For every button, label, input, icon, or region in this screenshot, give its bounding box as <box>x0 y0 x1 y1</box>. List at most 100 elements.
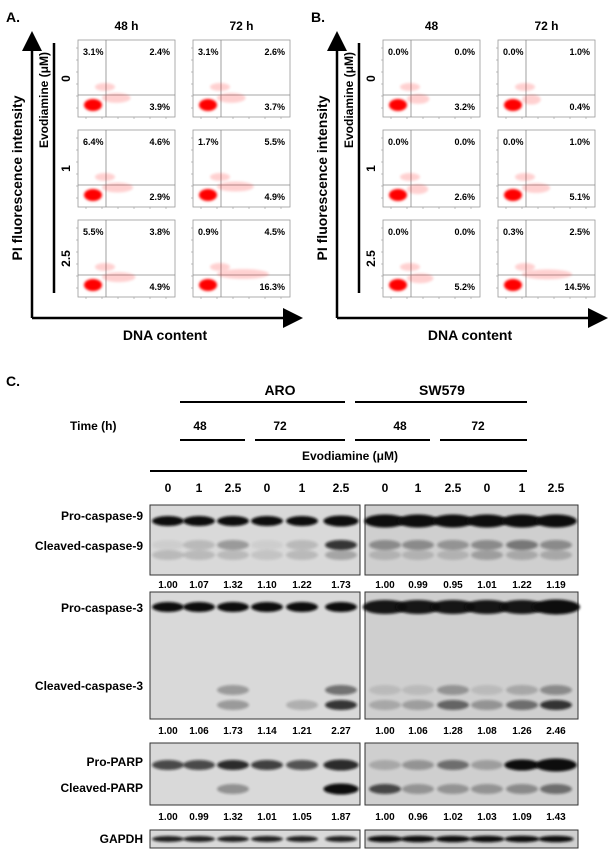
dot-cloud-main <box>84 189 102 201</box>
band <box>504 835 540 843</box>
band <box>369 550 401 560</box>
band <box>506 550 538 560</box>
band <box>437 760 469 770</box>
panel-label: C. <box>6 373 20 389</box>
band <box>286 700 318 710</box>
dot-cloud-upper <box>210 83 230 91</box>
dot-cloud-upper <box>515 83 535 91</box>
dose-value: 2.5 <box>225 481 242 495</box>
scatter-plot: 6.4% 4.6% 2.9% <box>76 129 176 209</box>
band-ratio: 1.19 <box>546 580 566 591</box>
dot-cloud-main <box>504 279 522 291</box>
column-header: 48 h <box>114 19 138 33</box>
pct-upper-left: 3.1% <box>198 47 219 57</box>
dot-cloud-main <box>504 99 522 111</box>
time-value: 72 <box>273 419 287 433</box>
dot-cloud-main <box>389 99 407 111</box>
dot-cloud-upper <box>210 173 230 181</box>
band-ratio: 1.26 <box>512 726 532 737</box>
pct-upper-right: 3.8% <box>149 227 170 237</box>
band-ratio: 1.07 <box>189 580 209 591</box>
time-value: 72 <box>471 419 485 433</box>
dot-cloud-main <box>389 189 407 201</box>
pct-upper-left: 0.0% <box>503 47 524 57</box>
band <box>397 514 439 528</box>
band <box>183 516 215 526</box>
pct-lower-right: 16.3% <box>259 282 285 292</box>
band-ratio: 1.32 <box>223 580 243 591</box>
dot-cloud-tail <box>407 93 430 104</box>
scatter-plot: 0.0% 0.0% 5.2% <box>381 219 481 299</box>
protein-label: Cleaved-caspase-3 <box>35 679 143 693</box>
band <box>367 835 403 843</box>
protein-label: Cleaved-PARP <box>61 781 143 795</box>
band <box>402 550 434 560</box>
band <box>362 600 408 614</box>
band <box>183 602 215 612</box>
band <box>402 700 434 710</box>
band <box>286 516 318 526</box>
band <box>402 540 434 550</box>
band <box>251 760 283 770</box>
band <box>506 784 538 794</box>
band-ratio: 1.09 <box>512 812 532 823</box>
band-ratio: 1.73 <box>223 726 243 737</box>
band <box>325 602 357 612</box>
band <box>501 514 543 528</box>
dot-cloud-tail <box>217 269 269 279</box>
band-ratio: 0.99 <box>189 812 209 823</box>
panel-label: B. <box>311 9 325 25</box>
dot-cloud-upper <box>400 83 420 91</box>
pct-upper-right: 2.4% <box>149 47 170 57</box>
scatter-plot: 5.5% 3.8% 4.9% <box>76 219 176 299</box>
band <box>286 540 318 550</box>
dose-value: 2.5 <box>445 481 462 495</box>
scatter-plot: 3.1% 2.6% 3.7% <box>191 39 291 119</box>
band <box>323 759 359 771</box>
band <box>540 550 572 560</box>
band <box>464 600 510 614</box>
time-label: Time (h) <box>70 419 116 433</box>
band <box>364 514 406 528</box>
band <box>504 759 540 771</box>
dose-label: 1 <box>364 165 378 172</box>
dose-value: 1 <box>299 481 306 495</box>
scatter-plot: 0.3% 2.5% 14.5% <box>496 219 596 299</box>
band-ratio: 1.43 <box>546 812 566 823</box>
band <box>506 685 538 695</box>
band <box>217 784 249 794</box>
band-ratio: 2.46 <box>546 726 566 737</box>
pct-upper-left: 1.7% <box>198 137 219 147</box>
scatter-plot: 0.0% 1.0% 0.4% <box>496 39 596 119</box>
band <box>152 540 184 550</box>
pct-upper-right: 1.0% <box>569 137 590 147</box>
dot-cloud-tail <box>102 272 136 283</box>
pct-upper-right: 0.0% <box>454 227 475 237</box>
y-axis-label: PI fluorescence intensity <box>9 95 25 260</box>
dot-cloud-main <box>504 189 522 201</box>
blot-pro-caspase-3: Pro-caspase-3 Cleaved-caspase-3 1.00 1.06 1.… <box>35 591 580 737</box>
dot-cloud-upper <box>95 83 115 91</box>
pct-upper-left: 0.0% <box>388 227 409 237</box>
dot-cloud-tail <box>407 273 434 284</box>
band-ratio: 1.00 <box>375 726 395 737</box>
band-ratio: 1.22 <box>292 580 312 591</box>
band <box>437 700 469 710</box>
dot-cloud-tail <box>217 92 246 103</box>
dose-label: 0 <box>364 75 378 82</box>
pct-upper-right: 4.6% <box>149 137 170 147</box>
band <box>217 836 249 842</box>
scatter-plot: 1.7% 5.5% 4.9% <box>191 129 291 209</box>
pct-lower-right: 3.2% <box>454 102 475 112</box>
time-value: 48 <box>193 419 207 433</box>
band <box>402 760 434 770</box>
band <box>325 700 357 710</box>
band-ratio: 1.00 <box>158 812 178 823</box>
band <box>540 540 572 550</box>
band-ratio: 1.00 <box>158 580 178 591</box>
protein-label: Pro-PARP <box>87 755 143 769</box>
time-value: 48 <box>393 419 407 433</box>
scatter-plot: 3.1% 2.4% 3.9% <box>76 39 176 119</box>
band-ratio: 1.10 <box>257 580 277 591</box>
pct-upper-left: 0.0% <box>503 137 524 147</box>
